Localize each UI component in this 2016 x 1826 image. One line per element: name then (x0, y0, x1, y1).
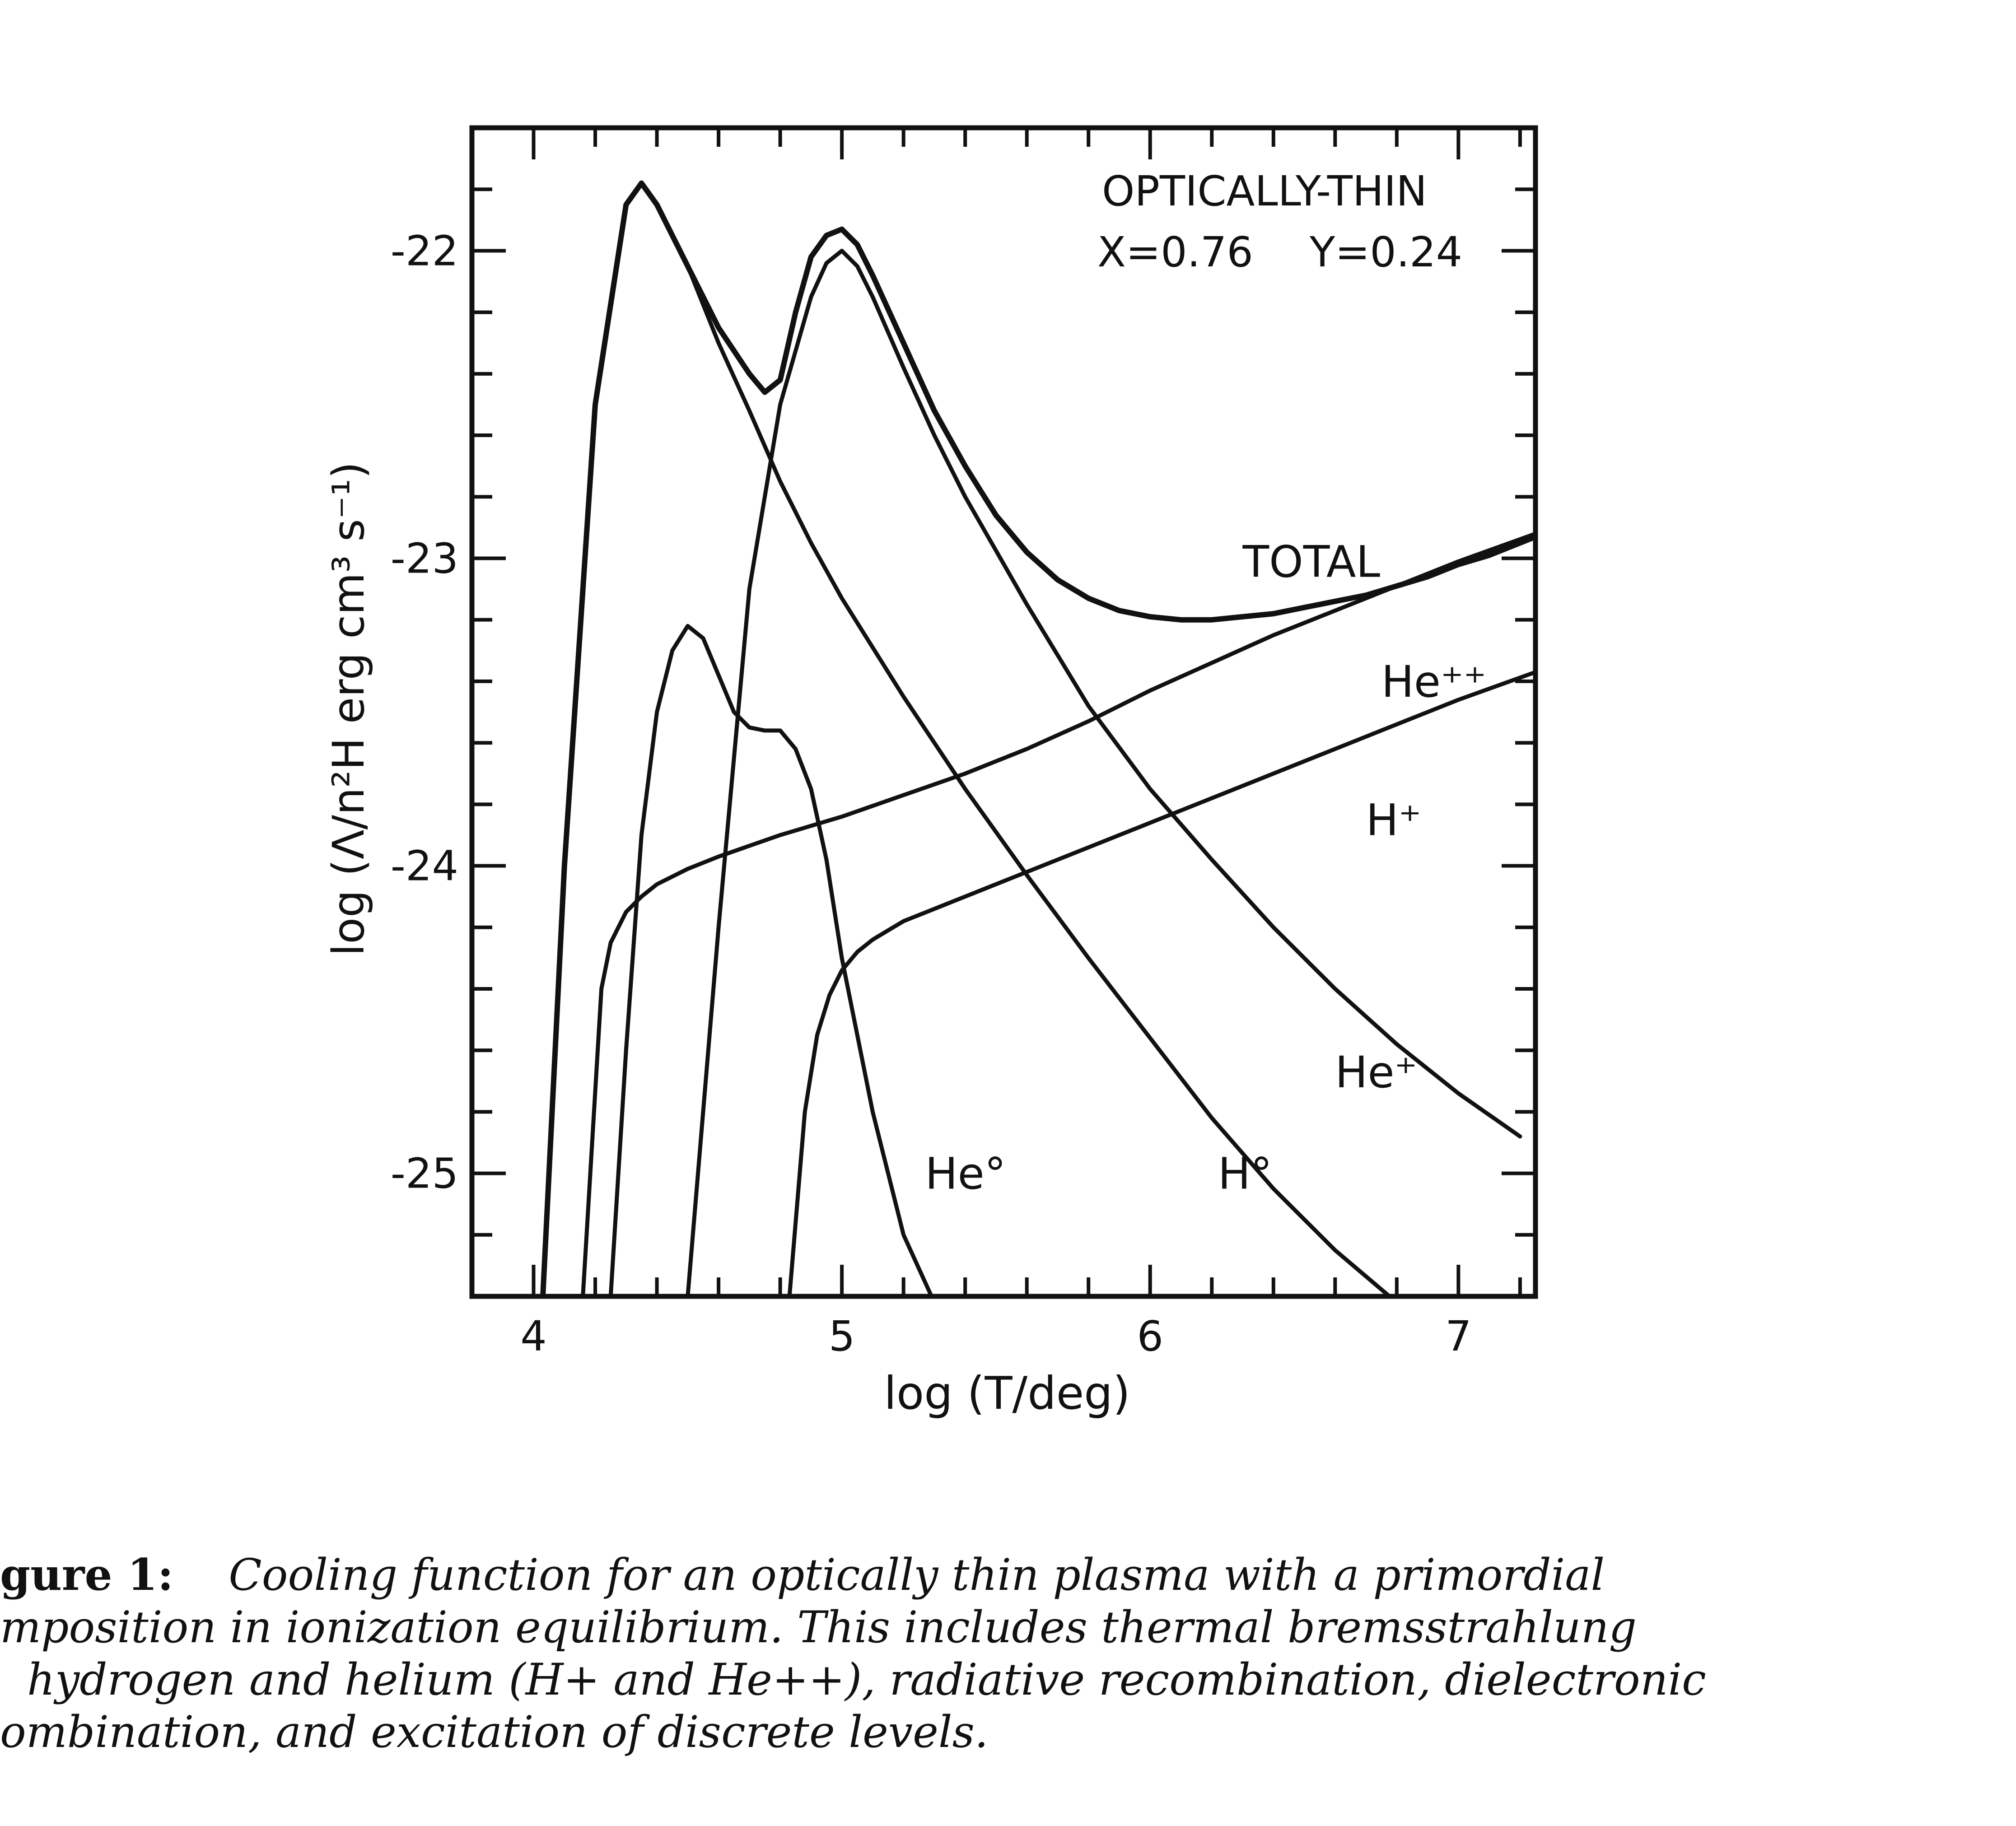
x-tick-label: 6 (1137, 1312, 1163, 1360)
series-line-he0 (608, 624, 934, 1296)
series-line-hplus (787, 670, 1535, 1296)
caption-line-1: gure 1: Cooling function for an opticall… (0, 1549, 1987, 1601)
plot-frame (469, 125, 1538, 1299)
series-line-total (540, 180, 1535, 1296)
x-tick-label: 5 (829, 1312, 855, 1360)
caption-label: gure 1: (0, 1549, 174, 1600)
series-line-h0 (541, 181, 1393, 1296)
annotation-y-fraction: Y=0.24 (1309, 228, 1462, 276)
annotation-x-fraction: X=0.76 (1097, 228, 1253, 276)
series-label-h0: H° (1218, 1149, 1272, 1199)
series-label-heplus: He⁺ (1335, 1047, 1417, 1098)
x-tick-label: 7 (1445, 1312, 1472, 1360)
annotation-title: OPTICALLY-THIN (1102, 167, 1427, 215)
figure-caption: gure 1: Cooling function for an opticall… (0, 1549, 1987, 1758)
series-label-hplus: H⁺ (1366, 795, 1422, 845)
y-tick-label: -22 (391, 227, 458, 275)
y-tick-label: -24 (391, 842, 458, 890)
y-axis-label: log (Λ/n²H erg cm³ s⁻¹) (323, 462, 374, 956)
y-tick-label: -23 (391, 534, 458, 582)
x-tick-label: 4 (520, 1312, 547, 1360)
series-label-heplusplus: He⁺⁺ (1381, 657, 1487, 707)
series-line-heplusplus (581, 531, 1535, 1296)
y-tick-label: -25 (391, 1150, 458, 1198)
x-axis-label: log (T/deg) (884, 1367, 1130, 1420)
caption-text-1: Cooling function for an optically thin p… (229, 1550, 1605, 1600)
series-label-he0: He° (925, 1149, 1006, 1199)
caption-line-2: mposition in ionization equilibrium. Thi… (0, 1602, 1637, 1653)
series-line-heplus (686, 248, 1522, 1296)
caption-line-4: ombination, and excitation of discrete l… (0, 1707, 989, 1757)
caption-line-3: hydrogen and helium (H+ and He++), radia… (27, 1654, 1706, 1705)
series-label-total: TOTAL (1242, 536, 1381, 587)
